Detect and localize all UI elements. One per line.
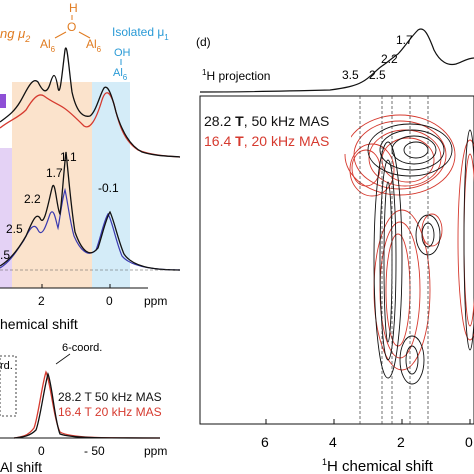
red-contour-tail-1 (349, 143, 395, 197)
right-tick-label-6: 6 (261, 434, 269, 450)
black-contour-right-1 (463, 129, 474, 351)
projection-peak-1-7: 1.7 (396, 33, 413, 47)
bridging-al-right: Al6 (86, 37, 102, 54)
purple-marker (0, 94, 6, 108)
black-contour-stripe-1 (373, 141, 403, 379)
isolated-al: Al6 (113, 67, 128, 82)
black-contour-main-3 (391, 135, 437, 165)
bridging-label: ng μ2 (0, 26, 30, 44)
bridging-h: H (69, 1, 78, 15)
black-contour-main-2 (379, 129, 445, 171)
red-contour-right-1 (457, 139, 474, 341)
left-al-panel: 6-coord. rd. 28.2 T 50 kHz MAS 16.4 T 20… (0, 342, 167, 474)
spectrum-top-red (0, 92, 181, 158)
orange-region (12, 82, 92, 288)
peak-label-1-7: 1.7 (46, 166, 63, 180)
annotation-6-coord: 6-coord. (62, 342, 102, 354)
annotation-box (0, 355, 17, 417)
al-tick-label-ppm: ppm (144, 444, 167, 458)
red-contour-main-1 (344, 114, 456, 196)
right-tick-label-0: 0 (465, 434, 473, 450)
right-tick-label-4: 4 (329, 434, 337, 450)
al-spectrum-black (13, 371, 161, 439)
left-tick-label-0: 0 (106, 294, 113, 308)
right-2d-panel: (d) 1H projection 1.7 2.2 2.5 3.5 (196, 28, 474, 474)
bridging-o: O (67, 20, 76, 34)
annotation-partial: rd. (0, 360, 13, 372)
peak-label-minus-0-1: -0.1 (98, 181, 119, 195)
red-contour-blob-1 (421, 213, 443, 247)
spectrum-bottom-black (0, 151, 181, 271)
al-legend-black: 28.2 T 50 kHz MAS (58, 390, 162, 404)
peak-label-2-2: 2.2 (24, 192, 41, 206)
al-tick-label-minus-50: - 50 (84, 444, 105, 458)
al-legend-red: 16.4 T 20 kHz MAS (58, 405, 162, 419)
projection-label: 1H projection (202, 68, 270, 83)
projection-peak-2-5: 2.5 (369, 68, 386, 82)
left-spectra-panel: ng μ2 H O Al6 Al6 Isolated μ1 OH Al6 1.1… (0, 1, 181, 332)
left-x-axis-label: hemical shift (0, 316, 78, 332)
peak-label-partial: .5 (0, 248, 10, 262)
spectrum-top-black (0, 47, 181, 158)
bridging-al-left: Al6 (40, 37, 56, 54)
isolated-label: Isolated μ1 (112, 25, 169, 42)
black-contour-main-4 (403, 141, 429, 159)
al-tick-label-0: 0 (38, 444, 45, 458)
right-x-axis-label: 1H chemical shift (322, 457, 434, 474)
red-contour-tail-2 (351, 149, 381, 187)
projection-peak-2-2: 2.2 (381, 52, 398, 66)
bridging-bond-right (78, 31, 91, 39)
black-contour-low-2 (405, 345, 419, 375)
red-contours (344, 114, 474, 371)
red-contour-main-4 (381, 137, 435, 183)
legend-line-red: 16.4 T, 20 kHz MAS (204, 133, 329, 149)
legend-background (201, 110, 351, 154)
purple-strip (0, 148, 12, 288)
annotation-6-coord-arrow (55, 353, 71, 365)
black-contour-mid-1 (415, 214, 441, 256)
left-tick-label-2: 2 (38, 294, 45, 308)
left-tick-label-ppm: ppm (144, 294, 167, 308)
right-tick-label-2: 2 (397, 434, 405, 450)
isolated-oh: OH (114, 47, 131, 59)
spectrum-bottom-navy (0, 187, 181, 271)
projection-peak-3-5: 3.5 (342, 68, 359, 82)
projection-trace (199, 28, 474, 93)
panel-letter-d: (d) (196, 35, 211, 49)
plot-frame (199, 95, 474, 425)
peak-label-1-1: 1.1 (60, 150, 77, 164)
black-contour-stripe-2 (379, 159, 397, 361)
al-x-axis-label: Al shift (0, 459, 42, 474)
black-contour-low-1 (399, 335, 425, 385)
red-contour-lower-3 (385, 233, 411, 347)
red-contour-right-2 (463, 153, 474, 327)
legend-line-black: 28.2 T, 50 kHz MAS (204, 113, 329, 129)
bridging-bond-left (54, 31, 67, 39)
peak-label-2-5: 2.5 (6, 222, 23, 236)
